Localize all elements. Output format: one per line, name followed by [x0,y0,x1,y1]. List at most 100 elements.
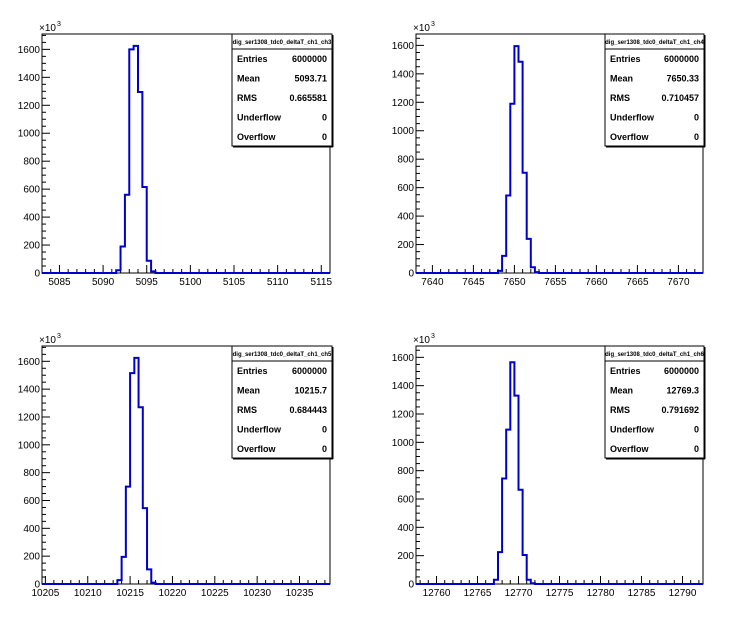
y-multiplier-exponent: 3 [431,333,435,340]
stats-box: dig_ser1308_tdc0_deltaT_ch1_ch5 Entries 60… [231,345,334,460]
histogram-bin [121,246,125,273]
x-tick-label: 7665 [626,277,649,288]
stats-key: Underflow [610,112,655,122]
y-tick-label: 600 [23,185,40,196]
y-tick-label: 1200 [18,412,41,423]
stats-value: 6000000 [664,54,699,64]
y-multiplier-exponent: 3 [57,333,61,340]
y-tick-label: 1000 [18,440,41,451]
y-tick-label: 1600 [18,45,41,56]
y-tick-label: 0 [34,580,40,591]
stats-key: RMS [237,405,257,415]
stats-key: Mean [610,74,633,84]
histogram-bin [498,271,502,273]
x-tick-label: 10205 [31,588,59,599]
y-tick-label: 400 [397,212,414,223]
x-tick-label: 12790 [669,588,697,599]
histogram-bin [531,267,535,273]
stats-value: 7650.33 [666,74,699,84]
histogram-bin [514,396,518,584]
y-tick-label: 600 [23,496,40,507]
stats-box: dig_ser1308_tdc0_deltaT_ch1_ch4 Entries 60… [604,33,706,148]
stats-key: Underflow [237,424,282,434]
stats-value: 0 [694,112,699,122]
y-tick-label: 1600 [392,41,415,52]
stats-box-frame [604,33,705,147]
stats-title: dig_ser1308_tdc0_deltaT_ch1_ch3 [233,40,332,46]
histogram-bin [514,46,518,273]
y-tick-label: 200 [397,240,414,251]
stats-box-frame [231,33,333,147]
stats-key: Mean [237,74,260,84]
histogram-pad-3: 0 200 400 600 800 1000 1200 1400 1600 10205 10210 1… [18,333,334,599]
y-multiplier-label: ×10 [39,335,56,346]
stats-value: 0 [322,444,327,454]
y-tick-label: 800 [23,468,40,479]
histogram-pad-4: 0 200 400 600 800 1000 1200 1400 1600 12760 12765 1… [392,333,706,599]
histogram-bin [147,569,151,584]
histogram-bin [147,261,151,273]
x-tick-label: 5110 [267,277,289,288]
stats-key: Underflow [237,112,282,122]
x-tick-label: 7645 [462,277,485,288]
histogram-pad-1: 0 200 400 600 800 1000 1200 1400 1600 5085 5090 509… [18,21,334,288]
x-tick-label: 5090 [92,277,115,288]
stats-value: 0 [694,444,699,454]
y-tick-label: 1200 [392,410,415,421]
y-tick-label: 600 [397,495,414,506]
x-tick-label: 5095 [136,277,159,288]
y-multiplier-label: ×10 [39,23,56,34]
x-tick-label: 5100 [179,277,202,288]
stats-key: Overflow [237,132,277,142]
x-tick-label: 12760 [423,588,451,599]
y-tick-label: 1400 [18,385,41,396]
y-tick-label: 1600 [18,357,41,368]
stats-key: Mean [237,386,260,396]
histogram-bin [506,430,510,584]
y-tick-label: 1400 [392,69,415,80]
y-tick-label: 1400 [18,73,41,84]
stats-value: 0.791692 [661,405,699,415]
x-tick-label: 10230 [243,588,271,599]
histogram-line [42,356,330,585]
x-tick-label: 7640 [421,277,444,288]
stats-value: 12769.3 [666,386,699,396]
histogram-bin [125,195,129,273]
y-tick-label: 400 [397,523,414,534]
histogram-bin [535,272,539,273]
x-tick-label: 12770 [505,588,533,599]
stats-box-frame [231,345,333,459]
stats-title: dig_ser1308_tdc0_deltaT_ch1_ch5 [233,352,332,358]
stats-value: 6000000 [664,366,699,376]
histogram-bin [519,62,523,273]
x-tick-label: 7670 [667,277,690,288]
stats-title: dig_ser1308_tdc0_deltaT_ch1_ch4 [605,40,704,46]
x-tick-label: 10210 [74,588,102,599]
histogram-bin [138,92,142,273]
histogram-bin [151,583,155,584]
histogram-bin [130,373,134,584]
stats-value: 6000000 [292,54,327,64]
x-tick-label: 7655 [544,277,567,288]
histogram-bin [531,583,535,584]
x-tick-label: 12765 [464,588,492,599]
stats-box-frame [604,345,705,459]
histogram-bin [151,271,155,273]
histogram-bin [502,256,506,273]
histogram-bin [134,46,138,273]
histogram-bin [134,358,138,584]
y-tick-label: 1000 [18,129,41,140]
y-tick-label: 0 [34,269,40,280]
histogram-bin [523,555,527,584]
stats-key: Entries [610,366,641,376]
x-tick-label: 5085 [48,277,71,288]
stats-key: Underflow [610,424,655,434]
histogram-bin [523,173,527,273]
histogram-line [42,44,330,274]
histogram-line [416,45,703,274]
stats-key: Overflow [237,444,277,454]
histogram-bin [143,508,147,584]
histogram-bin [519,490,523,584]
y-tick-label: 200 [23,241,40,252]
